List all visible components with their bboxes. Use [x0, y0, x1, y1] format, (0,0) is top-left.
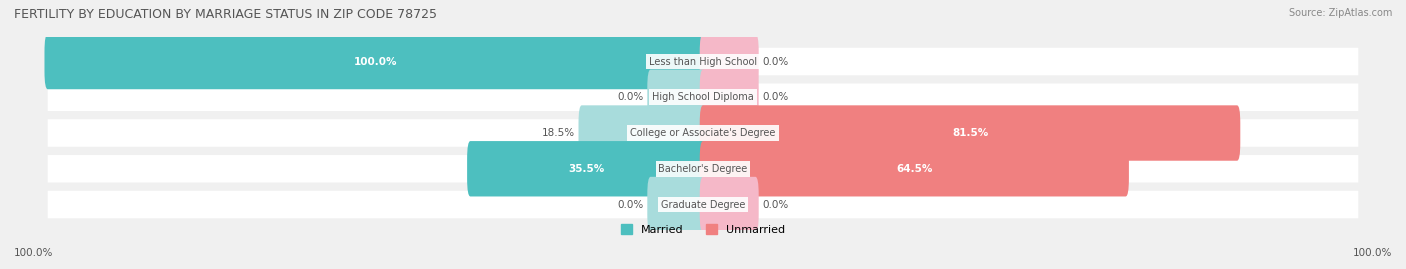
FancyBboxPatch shape: [48, 191, 1358, 218]
FancyBboxPatch shape: [700, 34, 759, 89]
Text: 0.0%: 0.0%: [617, 92, 644, 102]
FancyBboxPatch shape: [647, 70, 706, 125]
FancyBboxPatch shape: [647, 177, 706, 232]
Text: Graduate Degree: Graduate Degree: [661, 200, 745, 210]
FancyBboxPatch shape: [700, 177, 759, 232]
FancyBboxPatch shape: [48, 155, 1358, 183]
Text: 0.0%: 0.0%: [617, 200, 644, 210]
Text: 100.0%: 100.0%: [14, 248, 53, 258]
FancyBboxPatch shape: [700, 70, 759, 125]
FancyBboxPatch shape: [48, 119, 1358, 147]
Text: 18.5%: 18.5%: [543, 128, 575, 138]
Text: 0.0%: 0.0%: [762, 200, 789, 210]
Text: 0.0%: 0.0%: [762, 56, 789, 66]
FancyBboxPatch shape: [48, 83, 1358, 111]
FancyBboxPatch shape: [578, 105, 706, 161]
Text: 81.5%: 81.5%: [952, 128, 988, 138]
Text: 0.0%: 0.0%: [762, 92, 789, 102]
Text: Bachelor's Degree: Bachelor's Degree: [658, 164, 748, 174]
Text: Source: ZipAtlas.com: Source: ZipAtlas.com: [1288, 8, 1392, 18]
Text: Less than High School: Less than High School: [650, 56, 756, 66]
Text: 100.0%: 100.0%: [354, 56, 396, 66]
FancyBboxPatch shape: [48, 48, 1358, 75]
FancyBboxPatch shape: [700, 141, 1129, 196]
Text: 64.5%: 64.5%: [896, 164, 932, 174]
FancyBboxPatch shape: [467, 141, 706, 196]
Text: College or Associate's Degree: College or Associate's Degree: [630, 128, 776, 138]
Text: 100.0%: 100.0%: [1353, 248, 1392, 258]
Text: High School Diploma: High School Diploma: [652, 92, 754, 102]
Legend: Married, Unmarried: Married, Unmarried: [617, 220, 789, 239]
FancyBboxPatch shape: [700, 105, 1240, 161]
Text: FERTILITY BY EDUCATION BY MARRIAGE STATUS IN ZIP CODE 78725: FERTILITY BY EDUCATION BY MARRIAGE STATU…: [14, 8, 437, 21]
Text: 35.5%: 35.5%: [568, 164, 605, 174]
FancyBboxPatch shape: [45, 34, 706, 89]
